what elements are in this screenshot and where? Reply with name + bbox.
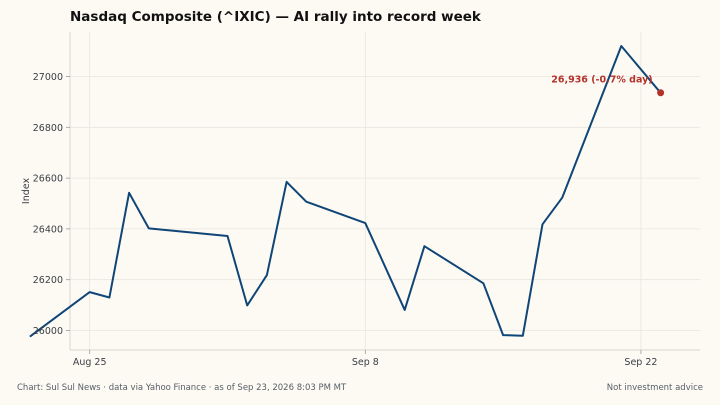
last-value-annotation: 26,936 (-0.7% day) bbox=[551, 75, 652, 86]
y-tick-label: 26200 bbox=[33, 275, 63, 286]
series-line bbox=[29, 45, 662, 338]
y-tick-label: 26600 bbox=[33, 174, 63, 185]
labels: 26000 26200 26400 26600 26800 27000 Aug 25 Sep … bbox=[21, 72, 657, 368]
chart-title: Nasdaq Composite (^IXIC) — AI rally into… bbox=[70, 9, 481, 25]
axes bbox=[66, 32, 700, 354]
y-tick-label: 26400 bbox=[33, 224, 63, 235]
footer-source: Chart: Sul Sul News · data via Yahoo Fin… bbox=[17, 383, 347, 393]
last-value-marker bbox=[657, 89, 665, 97]
y-tick-label: 27000 bbox=[33, 72, 63, 83]
y-axis-label: Index bbox=[21, 178, 32, 205]
grid-lines bbox=[70, 32, 700, 350]
y-tick-label: 26000 bbox=[33, 326, 63, 337]
x-tick-label: Sep 22 bbox=[624, 357, 657, 368]
x-tick-label: Sep 8 bbox=[352, 357, 379, 368]
footer-disclaimer: Not investment advice bbox=[606, 383, 703, 393]
x-tick-label: Aug 25 bbox=[73, 357, 107, 368]
y-tick-label: 26800 bbox=[33, 123, 63, 134]
series-layer bbox=[29, 45, 665, 338]
